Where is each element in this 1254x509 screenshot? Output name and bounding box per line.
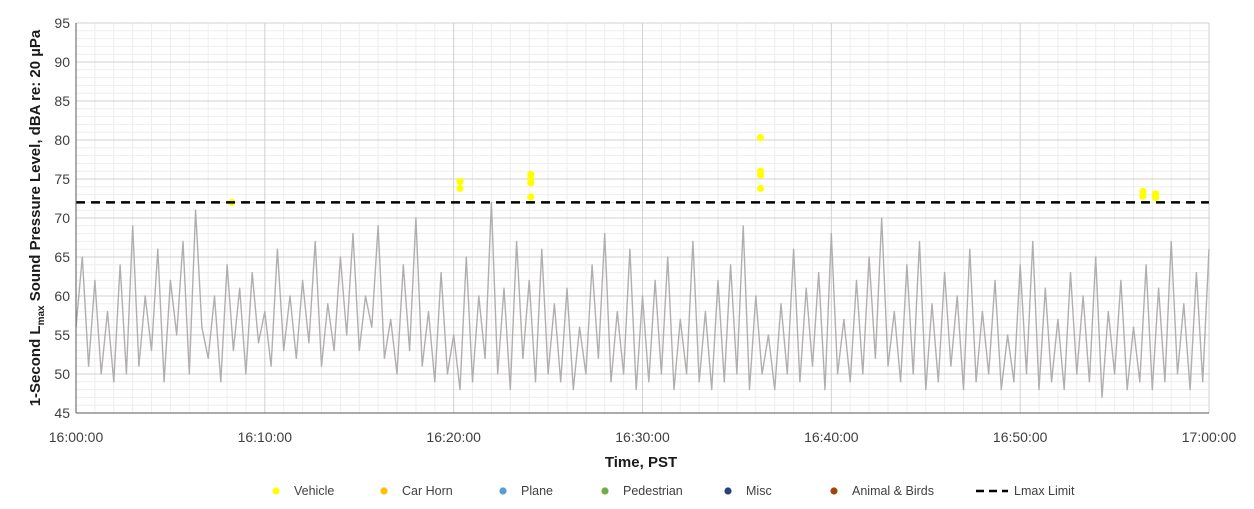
series-layer <box>75 134 1210 399</box>
legend-label-plane: Plane <box>521 484 553 498</box>
vehicle-point <box>456 184 464 192</box>
legend: Vehicle Car Horn Plane Pedestrian Misc Animal… <box>272 484 1075 498</box>
y-axis-title-subscript: max <box>36 305 47 325</box>
x-tick-labels: 16:00:00 16:10:00 16:20:00 16:30:00 16:40:00… <box>49 429 1237 445</box>
x-tick-label: 16:10:00 <box>238 429 293 445</box>
axes <box>75 23 1209 414</box>
y-axis-title: 1-Second Lmax Sound Pressure Level, dBA … <box>27 29 47 406</box>
y-tick-label: 60 <box>54 288 70 304</box>
y-tick-label: 85 <box>54 93 70 109</box>
y-axis-title-part-2: Sound Pressure Level, dBA re: 20 µPa <box>27 29 44 305</box>
y-tick-label: 75 <box>54 171 70 187</box>
x-tick-label: 16:40:00 <box>804 429 859 445</box>
legend-label-misc: Misc <box>746 484 772 498</box>
y-tick-label: 90 <box>54 54 70 70</box>
vehicle-point <box>1151 194 1160 202</box>
legend-swatch-pedestrian <box>601 487 609 495</box>
legend-label-animal-birds: Animal & Birds <box>852 484 934 498</box>
y-axis-title-part-1: 1-Second L <box>27 325 44 406</box>
y-tick-labels: 45 50 55 60 65 70 75 80 85 90 95 <box>54 15 70 421</box>
y-tick-label: 65 <box>54 249 70 265</box>
x-tick-label: 16:20:00 <box>426 429 481 445</box>
y-tick-label: 45 <box>54 405 70 421</box>
sound-level-line <box>75 201 1210 399</box>
legend-swatch-plane <box>499 487 507 495</box>
vehicle-point <box>456 177 464 185</box>
legend-label-pedestrian: Pedestrian <box>623 484 683 498</box>
y-tick-label: 55 <box>54 327 70 343</box>
vehicle-point <box>1139 192 1147 200</box>
legend-swatch-misc <box>724 487 732 495</box>
legend-swatch-vehicle <box>272 487 280 495</box>
legend-label-car-horn: Car Horn <box>402 484 453 498</box>
y-tick-label: 95 <box>54 15 70 31</box>
y-tick-label: 80 <box>54 132 70 148</box>
vehicle-point <box>756 171 765 179</box>
x-axis-title: Time, PST <box>605 454 677 471</box>
vehicle-point <box>756 184 765 192</box>
x-tick-label: 16:30:00 <box>615 429 670 445</box>
legend-swatch-animal-birds <box>830 487 838 495</box>
x-tick-label: 16:00:00 <box>49 429 104 445</box>
y-tick-label: 50 <box>54 366 70 382</box>
vehicle-point <box>527 179 535 187</box>
legend-label-vehicle: Vehicle <box>294 484 334 498</box>
x-tick-label: 16:50:00 <box>993 429 1048 445</box>
x-tick-label: 17:00:00 <box>1182 429 1237 445</box>
vehicle-point <box>527 193 535 201</box>
y-tick-label: 70 <box>54 210 70 226</box>
legend-label-lmax-limit: Lmax Limit <box>1014 484 1075 498</box>
legend-swatch-car-horn <box>380 487 388 495</box>
vehicle-point <box>756 134 765 142</box>
